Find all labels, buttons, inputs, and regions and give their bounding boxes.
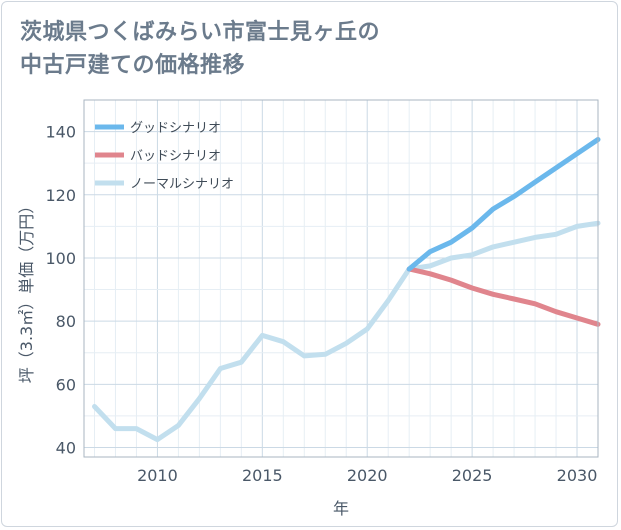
x-tick-label: 2010 bbox=[137, 466, 178, 485]
y-axis-label: 坪（3.3㎡）単価（万円） bbox=[17, 198, 36, 383]
chart-title-line1: 茨城県つくばみらい市富士見ヶ丘の bbox=[20, 20, 381, 45]
tick-labels: 2010 2015 2020 2025 2030 40 60 80 100 120 140 bbox=[45, 123, 597, 485]
y-tick-label: 140 bbox=[45, 123, 76, 142]
x-tick-label: 2025 bbox=[452, 466, 493, 485]
chart-title-line2: 中古戸建ての価格推移 bbox=[20, 53, 246, 78]
y-tick-label: 60 bbox=[56, 375, 76, 394]
y-tick-label: 40 bbox=[56, 439, 76, 458]
legend-label: ノーマルシナリオ bbox=[130, 177, 234, 192]
series-line-2 bbox=[92, 220, 601, 443]
legend-label: バッドシナリオ bbox=[130, 149, 221, 164]
x-tick-label: 2020 bbox=[347, 466, 388, 485]
x-tick-label: 2015 bbox=[242, 466, 283, 485]
x-tick-label: 2030 bbox=[557, 466, 598, 485]
series-layer bbox=[92, 137, 601, 443]
y-tick-label: 120 bbox=[45, 186, 76, 205]
y-tick-label: 100 bbox=[45, 249, 76, 268]
legend-label: グッドシナリオ bbox=[130, 121, 221, 136]
x-axis-label: 年 bbox=[333, 499, 349, 518]
plot-area bbox=[84, 100, 598, 457]
chart-title: 茨城県つくばみらい市富士見ヶ丘の 中古戸建ての価格推移 bbox=[20, 16, 600, 82]
series-line-0 bbox=[406, 137, 601, 272]
plot-frame bbox=[83, 99, 599, 458]
series-line-1 bbox=[406, 266, 601, 327]
y-tick-label: 80 bbox=[56, 312, 76, 331]
